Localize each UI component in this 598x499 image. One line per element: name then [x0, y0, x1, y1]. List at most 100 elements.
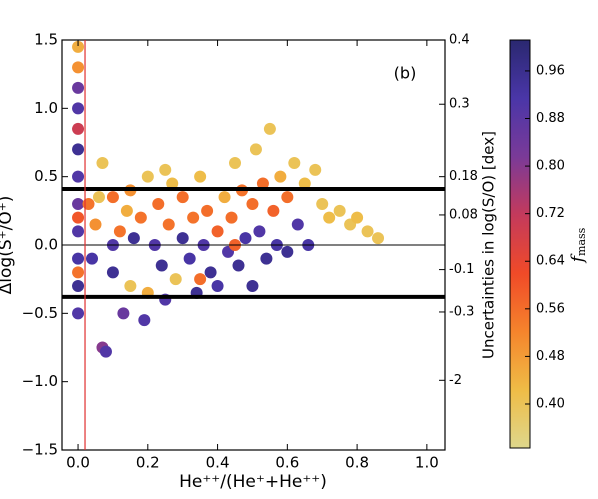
- point: [85, 252, 98, 265]
- point: [72, 225, 85, 238]
- point: [253, 225, 266, 238]
- point: [281, 191, 294, 204]
- point: [281, 245, 294, 258]
- y-tick-label: −1.5: [22, 441, 58, 459]
- point: [225, 211, 238, 224]
- point: [72, 211, 85, 224]
- point: [194, 170, 207, 183]
- point: [72, 122, 85, 135]
- point: [267, 204, 280, 217]
- point: [99, 345, 112, 358]
- x-tick-label: 0.4: [206, 454, 230, 472]
- point: [72, 266, 85, 279]
- point: [166, 177, 179, 190]
- colorbar-tick-label: 0.88: [536, 111, 565, 126]
- colorbar-tick-label: 0.48: [536, 349, 565, 364]
- x-tick-label: 0.2: [136, 454, 160, 472]
- points: [72, 40, 385, 358]
- point: [106, 266, 119, 279]
- colorbar-tick-label: 0.72: [536, 206, 565, 221]
- y-tick-label: 0.0: [34, 236, 58, 254]
- point: [274, 170, 287, 183]
- y2-axis-label: Uncertainties in log(S/O) [dex]: [480, 131, 498, 359]
- y-tick-label: −1.0: [22, 372, 58, 390]
- y2-tick-label: 0.4: [449, 33, 470, 48]
- x-tick-label: 1.0: [415, 454, 439, 472]
- y2-tick-label: 0.18: [449, 169, 478, 184]
- point: [361, 225, 374, 238]
- y2-tick-label: -0.3: [449, 304, 474, 319]
- point: [72, 61, 85, 74]
- point: [232, 259, 245, 272]
- x-axis-label: He⁺⁺/(He⁺+He⁺⁺): [179, 472, 327, 492]
- point: [72, 170, 85, 183]
- point: [72, 252, 85, 265]
- point: [82, 198, 95, 210]
- y-tick-label: −0.5: [22, 304, 58, 322]
- point: [249, 143, 262, 156]
- y-axis-label: Δlog(S⁺/O⁺): [0, 196, 16, 295]
- colorbar-symbol: f: [568, 253, 588, 264]
- point: [141, 170, 154, 183]
- point: [323, 211, 336, 224]
- y2-tick-label: -0.1: [449, 262, 474, 277]
- point: [96, 157, 109, 169]
- point: [72, 143, 85, 156]
- point: [372, 232, 385, 245]
- point: [211, 280, 224, 292]
- point: [72, 280, 85, 292]
- y2-tick-label: 0.08: [449, 207, 478, 222]
- point: [138, 314, 151, 327]
- point: [134, 211, 147, 224]
- y2-tick-label: 0.3: [449, 97, 470, 112]
- point: [120, 204, 133, 217]
- point: [183, 252, 196, 265]
- y-tick-label: 1.5: [34, 31, 58, 49]
- point: [351, 211, 364, 224]
- point: [92, 191, 105, 204]
- colorbar-label: fmass: [568, 227, 589, 264]
- point: [152, 198, 165, 210]
- point: [201, 204, 214, 217]
- colorbar: [509, 39, 531, 449]
- point: [333, 204, 346, 217]
- colorbar-tick-label: 0.80: [536, 159, 565, 174]
- colorbar-subscript: mass: [575, 227, 588, 256]
- point: [194, 273, 207, 286]
- point: [117, 307, 130, 320]
- point: [72, 40, 85, 53]
- x-tick-label: 0.6: [275, 454, 299, 472]
- point: [263, 122, 276, 135]
- x-tick-label: 0.0: [66, 454, 90, 472]
- point: [218, 191, 231, 204]
- point: [288, 157, 301, 169]
- point: [159, 163, 172, 176]
- point: [176, 191, 189, 204]
- colorbar-tick-label: 0.40: [536, 396, 565, 411]
- point: [162, 218, 175, 231]
- point: [169, 273, 182, 286]
- point: [176, 232, 189, 245]
- x-tick-label: 0.8: [345, 454, 369, 472]
- point: [127, 232, 140, 245]
- point: [229, 157, 242, 169]
- point: [155, 259, 168, 272]
- colorbar-tick-label: 0.56: [536, 301, 565, 316]
- point: [89, 218, 102, 231]
- annotation: (b): [394, 64, 417, 83]
- point: [72, 198, 85, 210]
- point: [187, 211, 200, 224]
- colorbar-tick-label: 0.64: [536, 254, 565, 269]
- y-tick-label: 1.0: [34, 99, 58, 117]
- point: [256, 177, 269, 190]
- colorbar-tick-label: 0.96: [536, 63, 565, 78]
- point: [72, 307, 85, 320]
- point: [309, 163, 322, 176]
- y-tick-label: 0.5: [34, 167, 58, 185]
- y2-tick-label: -2: [449, 373, 462, 388]
- point: [204, 266, 217, 279]
- point: [246, 198, 259, 210]
- point: [260, 252, 273, 265]
- point: [72, 102, 85, 115]
